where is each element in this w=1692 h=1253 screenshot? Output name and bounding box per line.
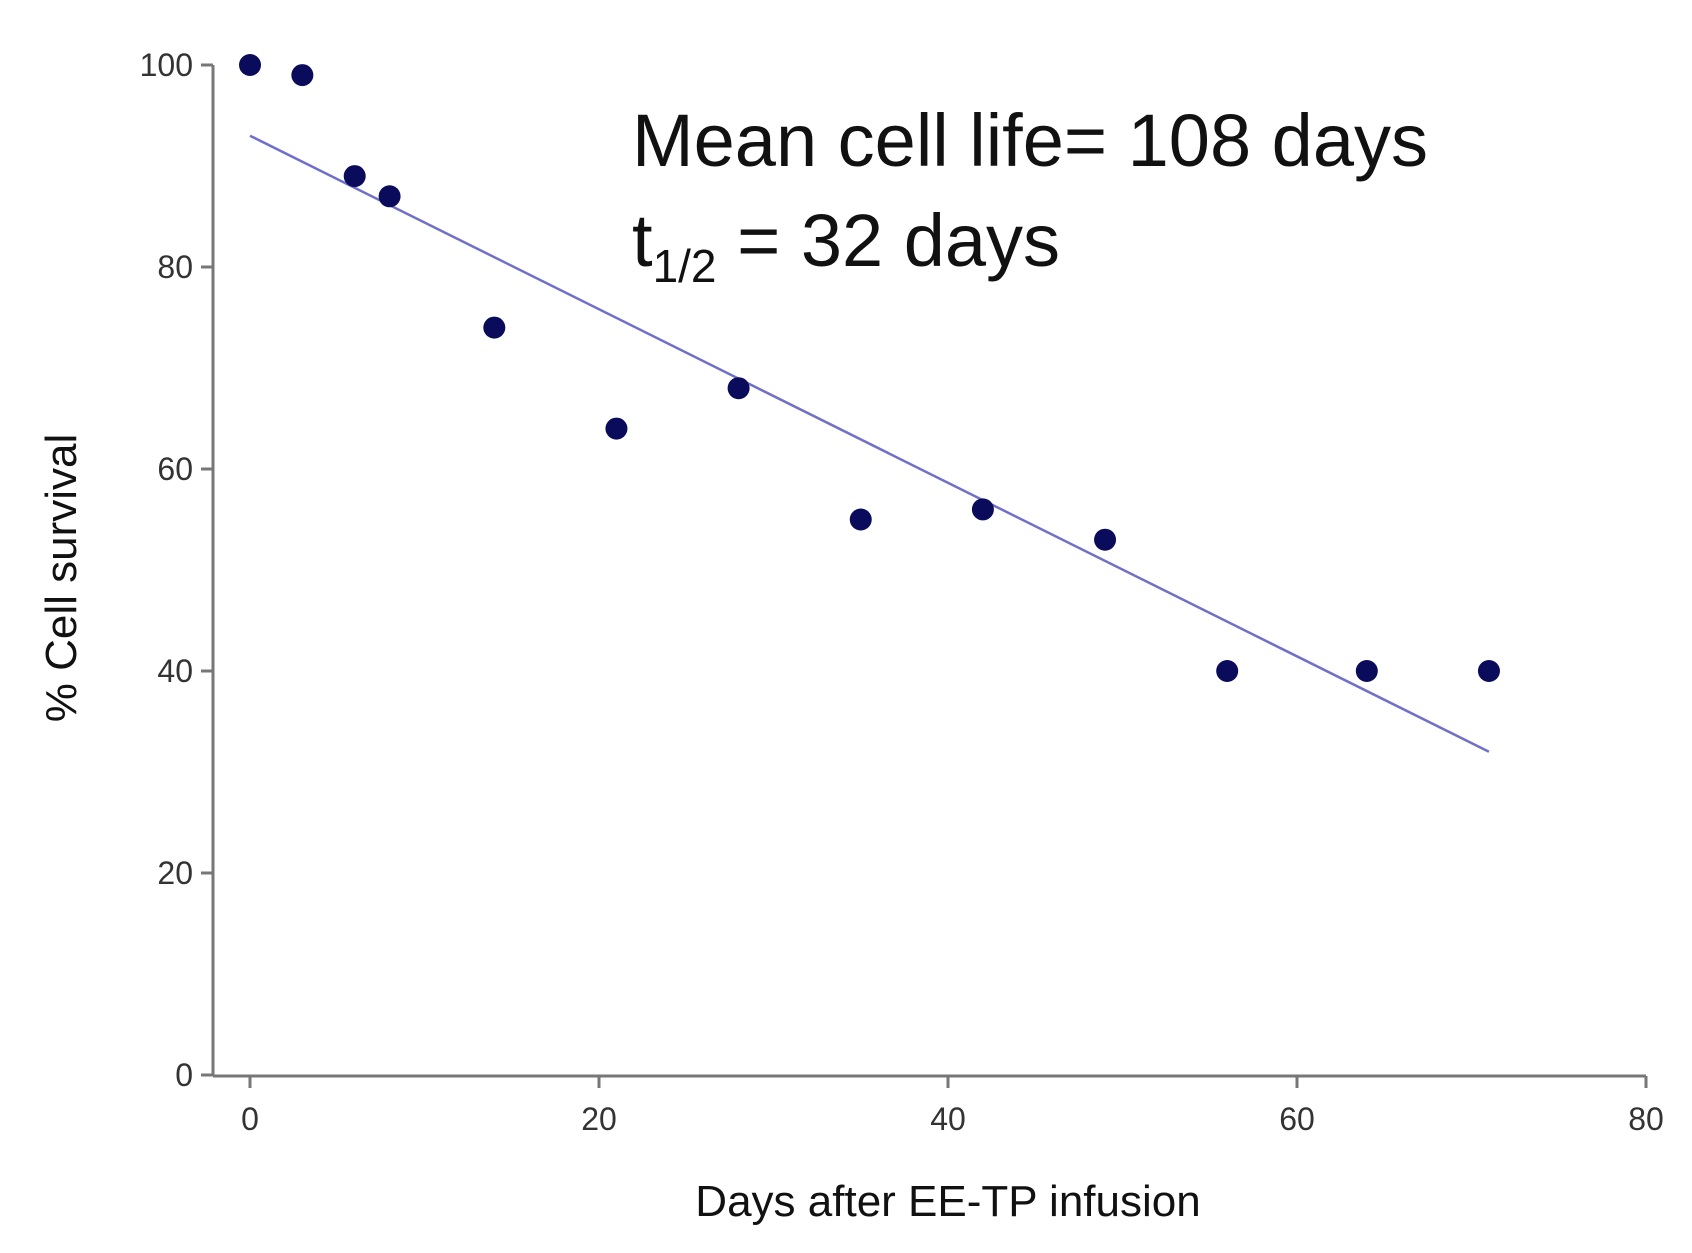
annotation-mean-cell-life: Mean cell life= 108 days [632,99,1428,182]
data-points [239,54,1500,682]
y-tick-label: 0 [175,1057,193,1093]
data-point [1355,660,1378,682]
annotation-half-life: t1/2 = 32 days [632,199,1060,292]
axes [211,65,1646,1078]
data-point [378,185,401,208]
y-axis-title: % Cell survival [37,434,86,723]
y-tick-label: 40 [157,653,193,689]
x-tick-label: 60 [1279,1101,1315,1137]
data-point [1477,660,1500,682]
y-tick-label: 100 [140,47,193,83]
data-point [605,417,628,440]
half-life-t: t [632,199,653,282]
data-point [291,64,314,87]
data-point [343,165,366,188]
x-tick-label: 80 [1628,1101,1664,1137]
data-point [849,508,872,531]
y-tick-label: 60 [157,451,193,487]
x-tick-label: 20 [581,1101,617,1137]
data-point [727,377,750,400]
data-point [483,316,506,339]
data-point [239,54,261,76]
half-life-value: = 32 days [717,199,1061,282]
x-tick-label: 0 [241,1101,259,1137]
data-point [971,498,994,521]
y-tick-label: 80 [157,249,193,285]
y-tick-label: 20 [157,855,193,891]
data-point [1216,660,1239,682]
trendline [249,134,1490,753]
x-tick-label: 40 [930,1101,966,1137]
trendline-layer [249,134,1490,753]
x-axis-title: Days after EE-TP infusion [695,1177,1200,1226]
tick-marks: 0 20 40 60 80 0 20 40 60 80 100 [140,47,1664,1137]
data-point [1094,528,1117,551]
half-life-subscript: 1/2 [653,240,717,292]
